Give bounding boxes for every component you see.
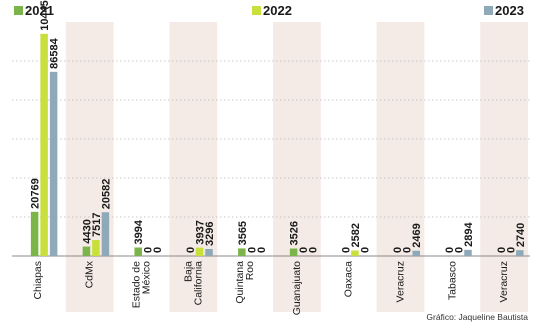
column-shade — [169, 22, 218, 312]
value-label: 3994 — [133, 219, 145, 244]
column-shading — [65, 22, 528, 312]
value-label: 2582 — [350, 223, 362, 247]
bar-2023 — [101, 212, 110, 256]
value-label: 3296 — [204, 222, 216, 246]
bar-2021 — [289, 248, 298, 256]
category-label: QuintanaRoo — [234, 261, 256, 304]
category-label: Chiapas — [32, 261, 44, 300]
column-shade — [480, 22, 528, 312]
bar-2021 — [30, 211, 39, 256]
column-shade — [273, 22, 321, 312]
bar-2021 — [238, 248, 246, 256]
legend: 2021 2022 2023 — [14, 3, 524, 18]
category-label: Veracruz — [395, 261, 407, 302]
category-label: CdMx — [84, 260, 96, 288]
value-label: 104456 — [39, 0, 51, 31]
category-label: BajaCalifornia — [182, 261, 204, 306]
bar-2022 — [92, 240, 100, 256]
value-label: 0 — [454, 247, 466, 253]
bar-2023 — [516, 250, 524, 256]
value-label: 2894 — [463, 221, 475, 246]
legend-label-2023: 2023 — [495, 3, 524, 18]
bar-2021 — [134, 247, 142, 256]
category-labels: Chiapas CdMx Estado deMéxico BajaCalifornia… — [32, 260, 510, 315]
value-label: 20582 — [100, 179, 112, 210]
value-label: 2740 — [515, 223, 527, 247]
chart-credit: Gráfico: Jaqueline Bautista — [426, 312, 528, 322]
category-label: Estado deMéxico — [131, 261, 153, 308]
value-label: 0 — [256, 247, 268, 253]
value-label: 0 — [392, 247, 404, 253]
legend-label-2021: 2021 — [25, 3, 54, 18]
value-label: 0 — [185, 247, 197, 253]
legend-swatch-2023 — [484, 6, 493, 15]
category-label: Guanajuato — [291, 261, 303, 315]
legend-swatch-2022 — [252, 6, 261, 15]
value-label: 0 — [505, 247, 517, 253]
value-label: 2469 — [411, 223, 423, 247]
category-label: Veracruz — [498, 261, 510, 302]
column-shade — [376, 22, 425, 312]
bar-2023 — [464, 249, 472, 256]
value-label: 86584 — [49, 37, 61, 68]
value-label: 3937 — [195, 220, 207, 244]
value-label: 0 — [359, 247, 371, 253]
value-label: 3526 — [289, 221, 301, 245]
bar-2022 — [40, 33, 48, 257]
legend-swatch-2021 — [14, 6, 23, 15]
column-shade — [65, 22, 114, 312]
bar-2022 — [195, 247, 204, 256]
value-label: 0 — [340, 247, 352, 253]
value-label: 0 — [308, 247, 320, 253]
bar-2023 — [49, 71, 58, 256]
bars — [30, 33, 524, 257]
category-label: Tabasco — [446, 261, 458, 300]
bar-2022 — [351, 250, 359, 256]
value-label: 7517 — [91, 213, 103, 237]
value-label: 0 — [402, 247, 414, 253]
value-label: 0 — [246, 247, 258, 253]
value-label: 0 — [444, 247, 456, 253]
value-label: 0 — [152, 247, 164, 253]
bar-2023 — [205, 248, 213, 256]
value-label: 20769 — [30, 178, 42, 209]
value-label: 0 — [298, 247, 310, 253]
category-label: Oaxaca — [343, 261, 355, 297]
value-label: 4430 — [81, 219, 93, 243]
value-label: 0 — [143, 247, 155, 253]
value-label: 0 — [496, 247, 508, 253]
legend-label-2022: 2022 — [263, 3, 292, 18]
value-label: 3565 — [237, 221, 249, 245]
bar-2023 — [412, 250, 420, 256]
bar-2021 — [82, 246, 91, 256]
